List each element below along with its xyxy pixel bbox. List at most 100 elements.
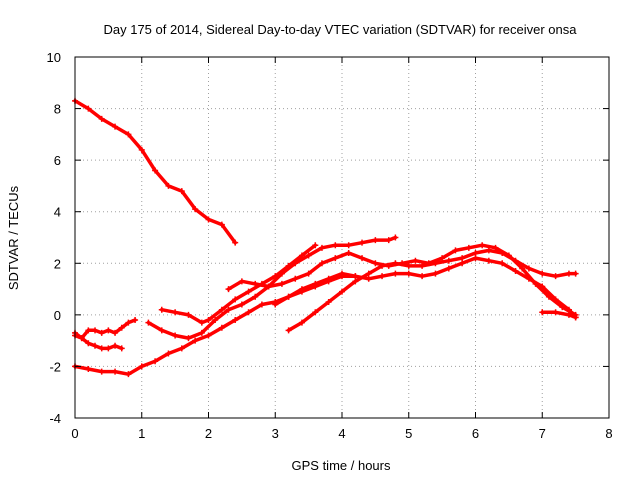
data-point xyxy=(185,311,192,318)
data-point xyxy=(565,311,572,318)
x-tick-label: 1 xyxy=(138,426,145,441)
y-tick-label: 0 xyxy=(54,308,61,323)
data-point xyxy=(312,309,319,316)
series-line xyxy=(273,256,578,320)
data-point xyxy=(285,262,292,269)
series-arc-9 xyxy=(272,255,579,321)
data-point xyxy=(232,317,239,324)
data-point xyxy=(185,335,192,342)
data-point xyxy=(512,257,519,264)
data-point xyxy=(218,306,225,313)
y-tick-label: 10 xyxy=(47,50,61,65)
data-point xyxy=(365,270,372,277)
y-tick-label: 6 xyxy=(54,153,61,168)
data-point xyxy=(258,301,265,308)
data-point xyxy=(245,288,252,295)
data-point xyxy=(85,366,92,373)
data-point xyxy=(359,255,366,262)
data-point xyxy=(525,265,532,272)
data-point xyxy=(465,244,472,251)
data-point xyxy=(345,249,352,256)
data-point xyxy=(158,306,165,313)
data-point xyxy=(305,270,312,277)
data-point xyxy=(432,270,439,277)
data-point xyxy=(392,260,399,267)
data-point xyxy=(172,309,179,316)
data-point xyxy=(178,345,185,352)
data-point xyxy=(285,327,292,334)
data-point xyxy=(492,244,499,251)
data-point xyxy=(372,260,379,267)
data-point xyxy=(278,280,285,287)
data-point xyxy=(339,288,345,295)
data-point xyxy=(285,293,292,300)
data-point xyxy=(552,309,559,316)
x-tick-label: 4 xyxy=(338,426,345,441)
y-axis-label: SDTVAR / TECUs xyxy=(6,185,21,290)
data-point xyxy=(312,280,319,287)
data-point xyxy=(98,115,105,122)
data-point xyxy=(298,319,305,326)
data-point xyxy=(145,319,152,326)
data-point xyxy=(339,270,345,277)
data-point xyxy=(552,273,559,280)
data-point xyxy=(125,319,132,326)
data-point xyxy=(332,242,339,249)
data-point xyxy=(178,188,185,195)
data-point xyxy=(112,368,119,375)
data-point xyxy=(125,371,132,378)
x-tick-label: 6 xyxy=(472,426,479,441)
data-point xyxy=(385,237,392,244)
x-tick-label: 3 xyxy=(272,426,279,441)
data-point xyxy=(298,286,305,293)
data-point xyxy=(459,255,466,262)
data-point xyxy=(98,368,105,375)
data-point xyxy=(419,262,426,269)
series-arc-8 xyxy=(285,247,579,334)
data-point xyxy=(132,317,139,324)
x-tick-label: 8 xyxy=(605,426,612,441)
data-point xyxy=(325,298,332,305)
data-point xyxy=(272,301,279,308)
data-point xyxy=(439,255,446,262)
x-tick-label: 7 xyxy=(539,426,546,441)
data-point xyxy=(552,296,559,303)
data-point xyxy=(292,275,299,282)
data-point xyxy=(225,306,232,313)
data-point xyxy=(499,249,506,256)
data-point xyxy=(138,146,145,153)
series-arc-10 xyxy=(539,309,579,321)
y-tick-label: 2 xyxy=(54,256,61,271)
data-point xyxy=(565,270,572,277)
data-point xyxy=(512,268,519,275)
data-series xyxy=(72,97,579,378)
chart-title: Day 175 of 2014, Sidereal Day-to-day VTE… xyxy=(103,22,577,37)
data-point xyxy=(318,244,325,251)
data-point xyxy=(78,335,85,342)
data-point xyxy=(212,317,219,324)
y-tick-label: 8 xyxy=(54,102,61,117)
data-point xyxy=(359,239,366,246)
data-point xyxy=(152,167,159,174)
data-point xyxy=(192,337,199,344)
data-point xyxy=(312,242,319,249)
data-point xyxy=(485,247,492,254)
data-point xyxy=(225,286,232,293)
data-point xyxy=(165,350,172,357)
data-point xyxy=(419,273,426,280)
data-point xyxy=(379,273,386,280)
y-tick-label: -4 xyxy=(49,411,61,426)
y-tick-label: -2 xyxy=(49,359,61,374)
data-point xyxy=(205,332,212,339)
series-line xyxy=(540,310,578,320)
data-point xyxy=(392,270,399,277)
data-point xyxy=(112,329,119,336)
data-point xyxy=(539,283,546,290)
data-point xyxy=(325,275,332,282)
data-point xyxy=(198,329,205,336)
data-point xyxy=(572,270,579,277)
axis-ticks: 0 1 2 3 4 5 6 7 8 -4 -2 0 2 4 6 8 10 xyxy=(47,50,613,441)
data-point xyxy=(118,345,125,352)
data-point xyxy=(459,260,466,267)
